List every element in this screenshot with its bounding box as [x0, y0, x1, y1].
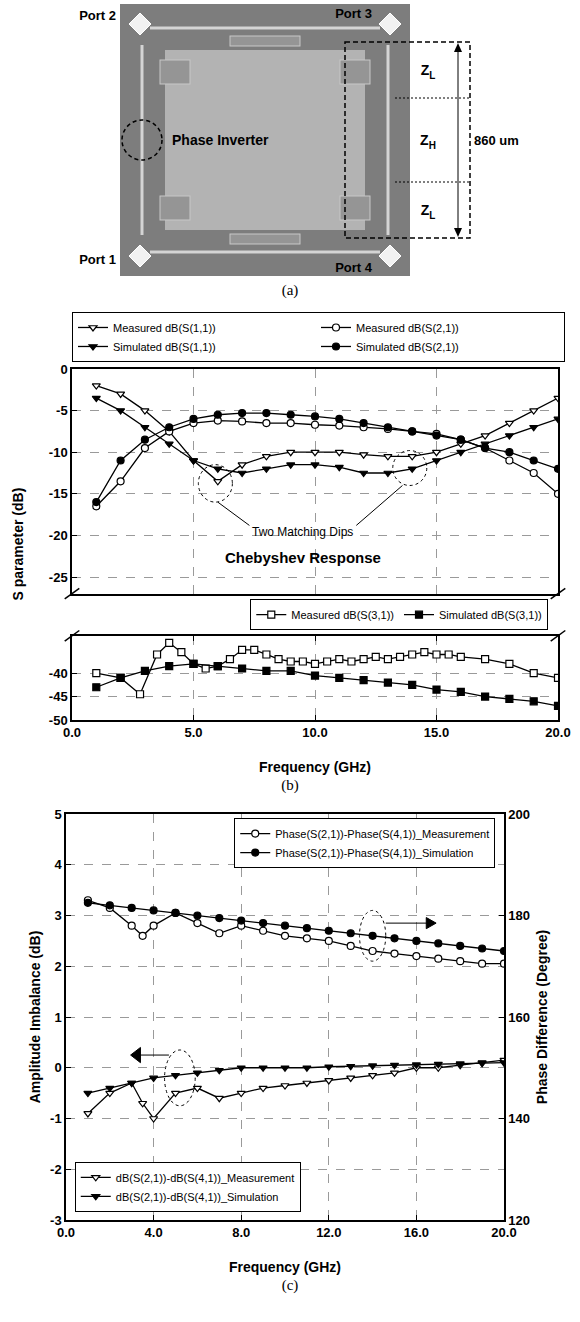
svg-text:-1: -1	[50, 1111, 62, 1126]
svg-text:Phase(S(2,1))-Phase(S(4,1))_Si: Phase(S(2,1))-Phase(S(4,1))_Simulation	[275, 847, 473, 859]
svg-text:Port 2: Port 2	[79, 8, 116, 23]
svg-text:5: 5	[54, 807, 61, 822]
svg-text:-40: -40	[49, 666, 68, 681]
svg-text:-10: -10	[49, 445, 68, 460]
svg-text:Port 4: Port 4	[335, 260, 373, 275]
svg-text:-5: -5	[56, 403, 68, 418]
svg-text:ZL: ZL	[421, 202, 436, 221]
svg-text:Chebyshev Response: Chebyshev Response	[225, 549, 381, 566]
svg-text:S parameter (dB): S parameter (dB)	[10, 488, 26, 601]
svg-text:-25: -25	[49, 570, 68, 585]
svg-text:0: 0	[54, 1060, 61, 1075]
svg-text:Frequency (GHz): Frequency (GHz)	[229, 1259, 341, 1275]
html-text:(b): (b)	[281, 777, 299, 793]
html-text:(a): (a)	[281, 282, 299, 298]
html-text:(c): (c)	[281, 1277, 299, 1293]
svg-text:0.0: 0.0	[63, 725, 81, 740]
svg-text:4: 4	[54, 857, 62, 872]
svg-text:-45: -45	[49, 689, 68, 704]
svg-text:20.0: 20.0	[545, 725, 570, 740]
svg-text:-50: -50	[49, 713, 68, 728]
svg-text:-3: -3	[50, 1213, 62, 1228]
svg-text:160: 160	[508, 1010, 530, 1025]
svg-text:Simulated dB(S(3,1)): Simulated dB(S(3,1))	[439, 609, 542, 621]
svg-text:860 um: 860 um	[474, 133, 519, 148]
svg-text:Phase Inverter: Phase Inverter	[172, 132, 269, 148]
svg-text:8.0: 8.0	[232, 1225, 250, 1240]
svg-text:dB(S(2,1))-dB(S(4,1))_Measurem: dB(S(2,1))-dB(S(4,1))_Measurement	[116, 1172, 295, 1184]
svg-text:200: 200	[508, 807, 530, 822]
svg-text:0.0: 0.0	[57, 1225, 75, 1240]
svg-text:-2: -2	[50, 1162, 62, 1177]
svg-text:4.0: 4.0	[145, 1225, 163, 1240]
svg-text:ZH: ZH	[420, 132, 436, 151]
svg-text:Measured dB(S(3,1)): Measured dB(S(3,1))	[291, 609, 394, 621]
svg-text:-15: -15	[49, 486, 68, 501]
svg-text:Two Matching Dips: Two Matching Dips	[252, 525, 353, 539]
svg-text:0: 0	[60, 362, 67, 377]
svg-text:140: 140	[508, 1111, 530, 1126]
svg-text:180: 180	[508, 908, 530, 923]
svg-text:dB(S(2,1))-dB(S(4,1))_Simulati: dB(S(2,1))-dB(S(4,1))_Simulation	[116, 1191, 279, 1203]
svg-text:Phase(S(2,1))-Phase(S(4,1))_Me: Phase(S(2,1))-Phase(S(4,1))_Measurement	[275, 828, 489, 840]
svg-text:15.0: 15.0	[424, 725, 449, 740]
svg-text:Frequency (GHz): Frequency (GHz)	[259, 759, 371, 775]
svg-text:Measured dB(S(2,1)): Measured dB(S(2,1))	[356, 322, 459, 334]
svg-text:Phase Difference (Degree): Phase Difference (Degree)	[534, 930, 550, 1104]
svg-text:1: 1	[54, 1010, 61, 1025]
svg-text:3: 3	[54, 908, 61, 923]
svg-text:Port 3: Port 3	[335, 6, 372, 21]
svg-text:Port 1: Port 1	[79, 252, 116, 267]
svg-text:Simulated dB(S(1,1)): Simulated dB(S(1,1))	[113, 341, 216, 353]
svg-text:ZL: ZL	[421, 62, 436, 81]
svg-text:10.0: 10.0	[302, 725, 327, 740]
svg-text:20.0: 20.0	[491, 1225, 516, 1240]
svg-text:2: 2	[54, 959, 61, 974]
svg-text:Amplitude Imbalance (dB): Amplitude Imbalance (dB)	[27, 931, 43, 1104]
svg-text:12.0: 12.0	[316, 1225, 341, 1240]
svg-text:16.0: 16.0	[404, 1225, 429, 1240]
svg-text:Simulated dB(S(2,1)): Simulated dB(S(2,1))	[356, 341, 459, 353]
svg-text:Measured dB(S(1,1)): Measured dB(S(1,1))	[113, 322, 216, 334]
svg-text:5.0: 5.0	[184, 725, 202, 740]
svg-text:-20: -20	[49, 528, 68, 543]
svg-text:120: 120	[508, 1213, 530, 1228]
